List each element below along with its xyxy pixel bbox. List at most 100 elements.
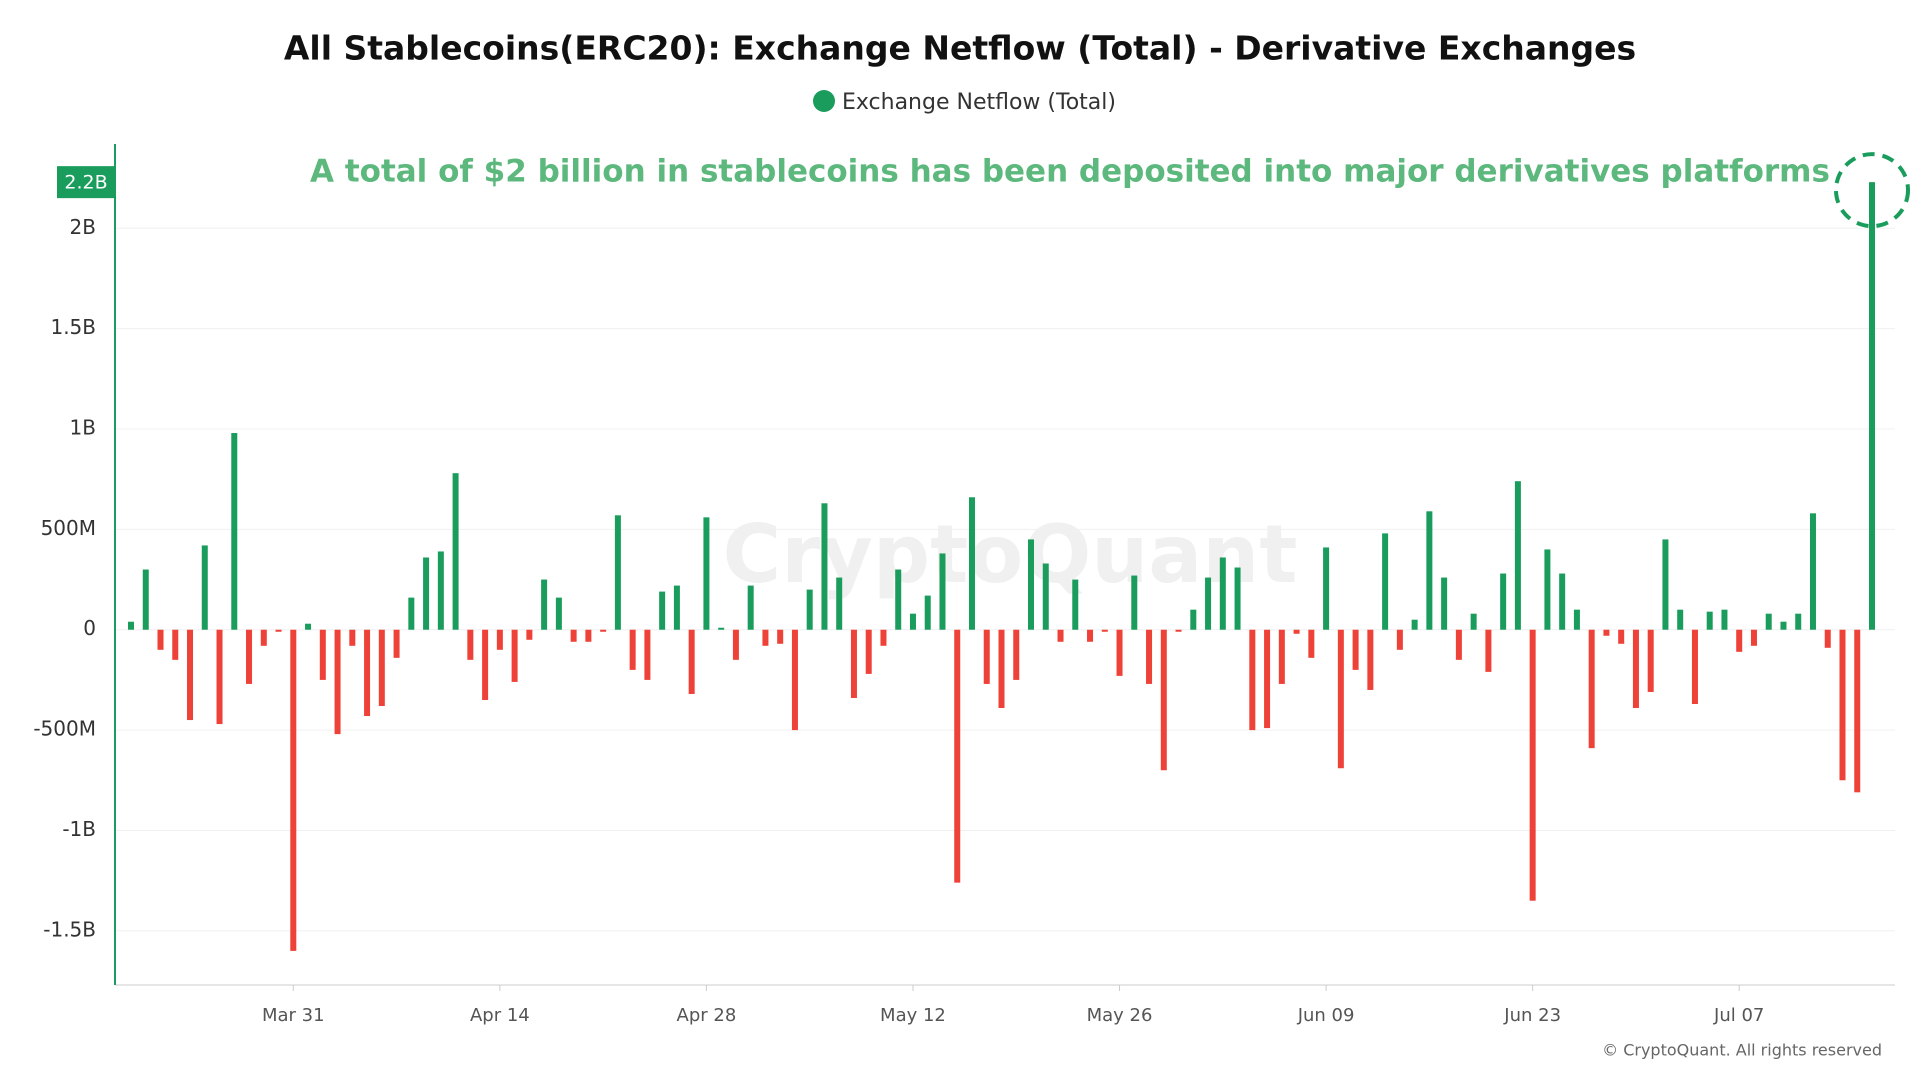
bar bbox=[482, 629, 489, 700]
bar bbox=[496, 629, 503, 650]
bar bbox=[378, 629, 385, 707]
bar bbox=[1721, 609, 1728, 630]
y-tick-label: 500M bbox=[41, 516, 96, 540]
bar bbox=[1323, 547, 1330, 630]
bar bbox=[1219, 557, 1226, 630]
bar bbox=[1706, 611, 1713, 630]
bar bbox=[895, 569, 902, 630]
bar bbox=[1603, 629, 1610, 636]
current-label: 2.2B bbox=[64, 172, 107, 194]
bar bbox=[128, 621, 134, 630]
bar bbox=[1101, 629, 1108, 632]
bar bbox=[1396, 629, 1403, 650]
x-tick-label: Mar 31 bbox=[262, 1005, 325, 1026]
bar bbox=[1308, 629, 1315, 658]
y-tick-label: 0 bbox=[83, 616, 96, 640]
bar bbox=[1411, 619, 1418, 630]
bar bbox=[467, 629, 474, 660]
bar bbox=[629, 629, 636, 670]
bar bbox=[1470, 613, 1477, 630]
bar bbox=[1677, 609, 1684, 630]
y-tick-label: -1.5B bbox=[43, 917, 96, 941]
bar bbox=[1013, 629, 1020, 680]
bar bbox=[614, 515, 621, 630]
bar bbox=[1618, 629, 1625, 644]
bar bbox=[909, 613, 916, 630]
bar bbox=[305, 623, 312, 630]
y-tick-label: 1B bbox=[70, 416, 96, 440]
bar bbox=[1662, 539, 1669, 630]
bar bbox=[319, 629, 326, 680]
bar bbox=[1824, 629, 1831, 648]
bar bbox=[216, 629, 223, 725]
bar bbox=[836, 577, 843, 630]
bar bbox=[821, 503, 828, 630]
bar bbox=[1573, 609, 1580, 630]
bar bbox=[364, 629, 371, 717]
bar bbox=[1278, 629, 1285, 684]
bar bbox=[275, 629, 282, 632]
bar bbox=[983, 629, 990, 684]
bar bbox=[1426, 511, 1433, 630]
bar bbox=[880, 629, 887, 646]
bar bbox=[1337, 629, 1344, 769]
bar bbox=[806, 589, 813, 630]
bar bbox=[201, 545, 208, 630]
bar bbox=[968, 497, 975, 630]
bar bbox=[1175, 629, 1182, 632]
bar bbox=[334, 629, 341, 735]
bar bbox=[1028, 539, 1035, 630]
bar bbox=[1647, 629, 1654, 692]
x-tick-label: May 26 bbox=[1087, 1005, 1153, 1026]
bar bbox=[1559, 573, 1566, 630]
y-tick-label: -500M bbox=[33, 717, 96, 741]
bar bbox=[1249, 629, 1256, 731]
credit: © CryptoQuant. All rights reserved bbox=[1602, 1041, 1882, 1060]
bar bbox=[1293, 629, 1300, 634]
y-tick-label: 2B bbox=[70, 215, 96, 239]
bar bbox=[1455, 629, 1462, 660]
bar bbox=[777, 629, 784, 644]
bar bbox=[570, 629, 577, 642]
bar bbox=[246, 629, 253, 684]
annotation: A total of $2 billion in stablecoins has… bbox=[310, 154, 1830, 190]
current-flag bbox=[57, 166, 114, 199]
bar bbox=[1809, 513, 1816, 630]
bar bbox=[142, 569, 149, 630]
watermark: CryptoQuant bbox=[723, 508, 1298, 601]
bar bbox=[555, 597, 562, 630]
bar bbox=[1780, 621, 1787, 630]
bar bbox=[718, 627, 725, 630]
bar bbox=[1485, 629, 1492, 672]
bar bbox=[659, 591, 666, 630]
bar bbox=[1765, 613, 1772, 630]
bar bbox=[732, 629, 739, 660]
bar bbox=[1131, 575, 1138, 630]
x-tick-label: Jun 23 bbox=[1503, 1005, 1561, 1026]
bar bbox=[747, 585, 754, 630]
bar bbox=[1234, 567, 1241, 630]
bar bbox=[673, 585, 680, 630]
bar bbox=[511, 629, 518, 682]
y-tick-label: -1B bbox=[62, 817, 96, 841]
bar bbox=[1588, 629, 1595, 749]
bar bbox=[393, 629, 400, 658]
bar bbox=[1441, 577, 1448, 630]
x-tick-label: Apr 14 bbox=[470, 1005, 530, 1026]
bar bbox=[526, 629, 533, 640]
bar bbox=[541, 579, 548, 630]
bar bbox=[585, 629, 592, 642]
bar bbox=[423, 557, 430, 630]
bar bbox=[939, 553, 946, 630]
bar bbox=[1795, 613, 1802, 630]
bar bbox=[644, 629, 651, 680]
bar bbox=[1057, 629, 1064, 642]
bar bbox=[1869, 182, 1875, 630]
x-tick-label: Jul 07 bbox=[1713, 1005, 1764, 1026]
bar bbox=[231, 433, 238, 630]
bar bbox=[1367, 629, 1374, 690]
bar bbox=[437, 551, 444, 630]
bar bbox=[452, 473, 459, 630]
bar bbox=[290, 629, 297, 951]
